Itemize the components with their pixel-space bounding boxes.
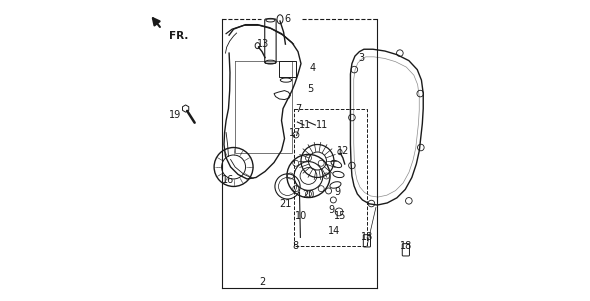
Text: 3: 3 [358, 53, 364, 63]
Text: 21: 21 [279, 200, 291, 209]
Text: 15: 15 [334, 211, 346, 222]
Text: 12: 12 [337, 145, 349, 156]
Text: 20: 20 [302, 191, 314, 200]
Text: 19: 19 [169, 110, 181, 119]
Bar [280, 61, 296, 77]
Text: 8: 8 [292, 241, 298, 251]
Text: 6: 6 [284, 14, 290, 24]
Text: 16: 16 [222, 175, 235, 185]
Text: 9: 9 [334, 188, 340, 197]
Text: 18: 18 [400, 241, 412, 251]
Text: 2: 2 [259, 277, 265, 287]
Text: 5: 5 [307, 84, 313, 94]
Text: 10: 10 [295, 211, 307, 222]
Text: 9: 9 [328, 205, 334, 216]
Text: FR.: FR. [169, 31, 189, 41]
Text: 13: 13 [257, 39, 270, 49]
Text: 11: 11 [299, 120, 312, 130]
Text: 18: 18 [360, 232, 373, 242]
Text: 14: 14 [328, 226, 340, 236]
Text: 11: 11 [316, 120, 328, 130]
Text: 17: 17 [290, 128, 302, 138]
Bar [293, 109, 367, 247]
Text: 7: 7 [295, 104, 301, 113]
Text: 4: 4 [310, 63, 316, 73]
